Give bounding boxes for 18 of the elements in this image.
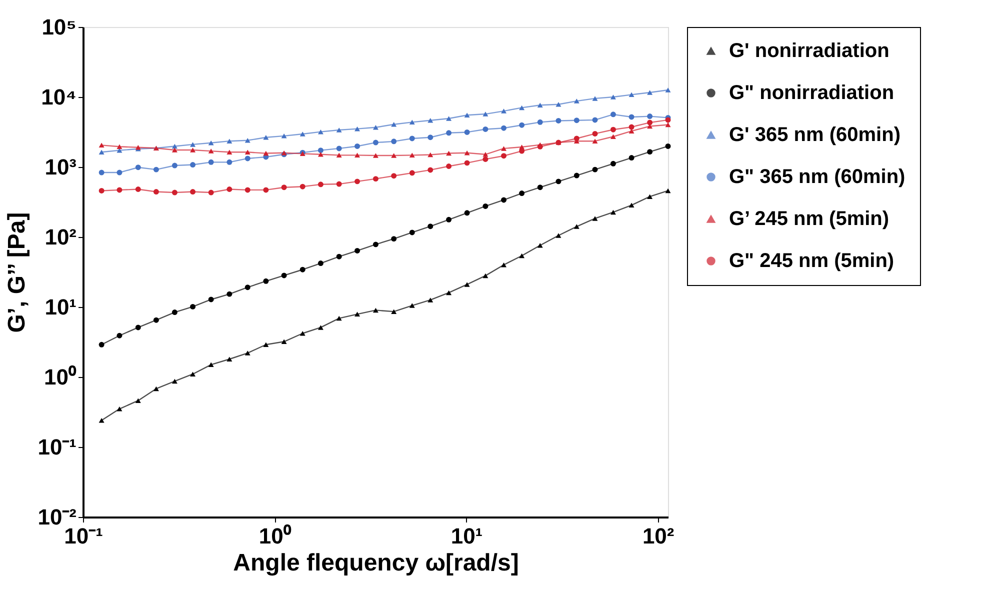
y-tick-label: 10⁴ [41, 84, 76, 110]
legend-label: G" 365 nm (60min) [729, 166, 906, 188]
legend-label: G’ 245 nm (5min) [729, 208, 890, 230]
legend-label: G' 365 nm (60min) [729, 124, 900, 146]
x-axis-title: Angle flequency ω[rad/s] [233, 550, 519, 576]
y-tick-label: 10¹ [44, 294, 76, 320]
y-tick-label: 10² [44, 224, 76, 250]
legend-label: G" nonirradiation [729, 82, 894, 104]
y-tick-label: 10⁵ [42, 14, 76, 40]
x-tick-label: 10¹ [450, 524, 483, 548]
y-tick-label: 10⁰ [44, 364, 76, 390]
y-axis-title: G’, G’’ [Pa] [4, 212, 31, 333]
y-tick-label: 10³ [44, 154, 76, 180]
x-tick-label: 10⁰ [258, 524, 292, 548]
legend-label: G" 245 nm (5min) [729, 250, 894, 272]
x-tick-label: 10² [642, 524, 674, 548]
y-tick-label: 10⁻¹ [38, 434, 76, 460]
legend-label: G' nonirradiation [729, 40, 890, 62]
